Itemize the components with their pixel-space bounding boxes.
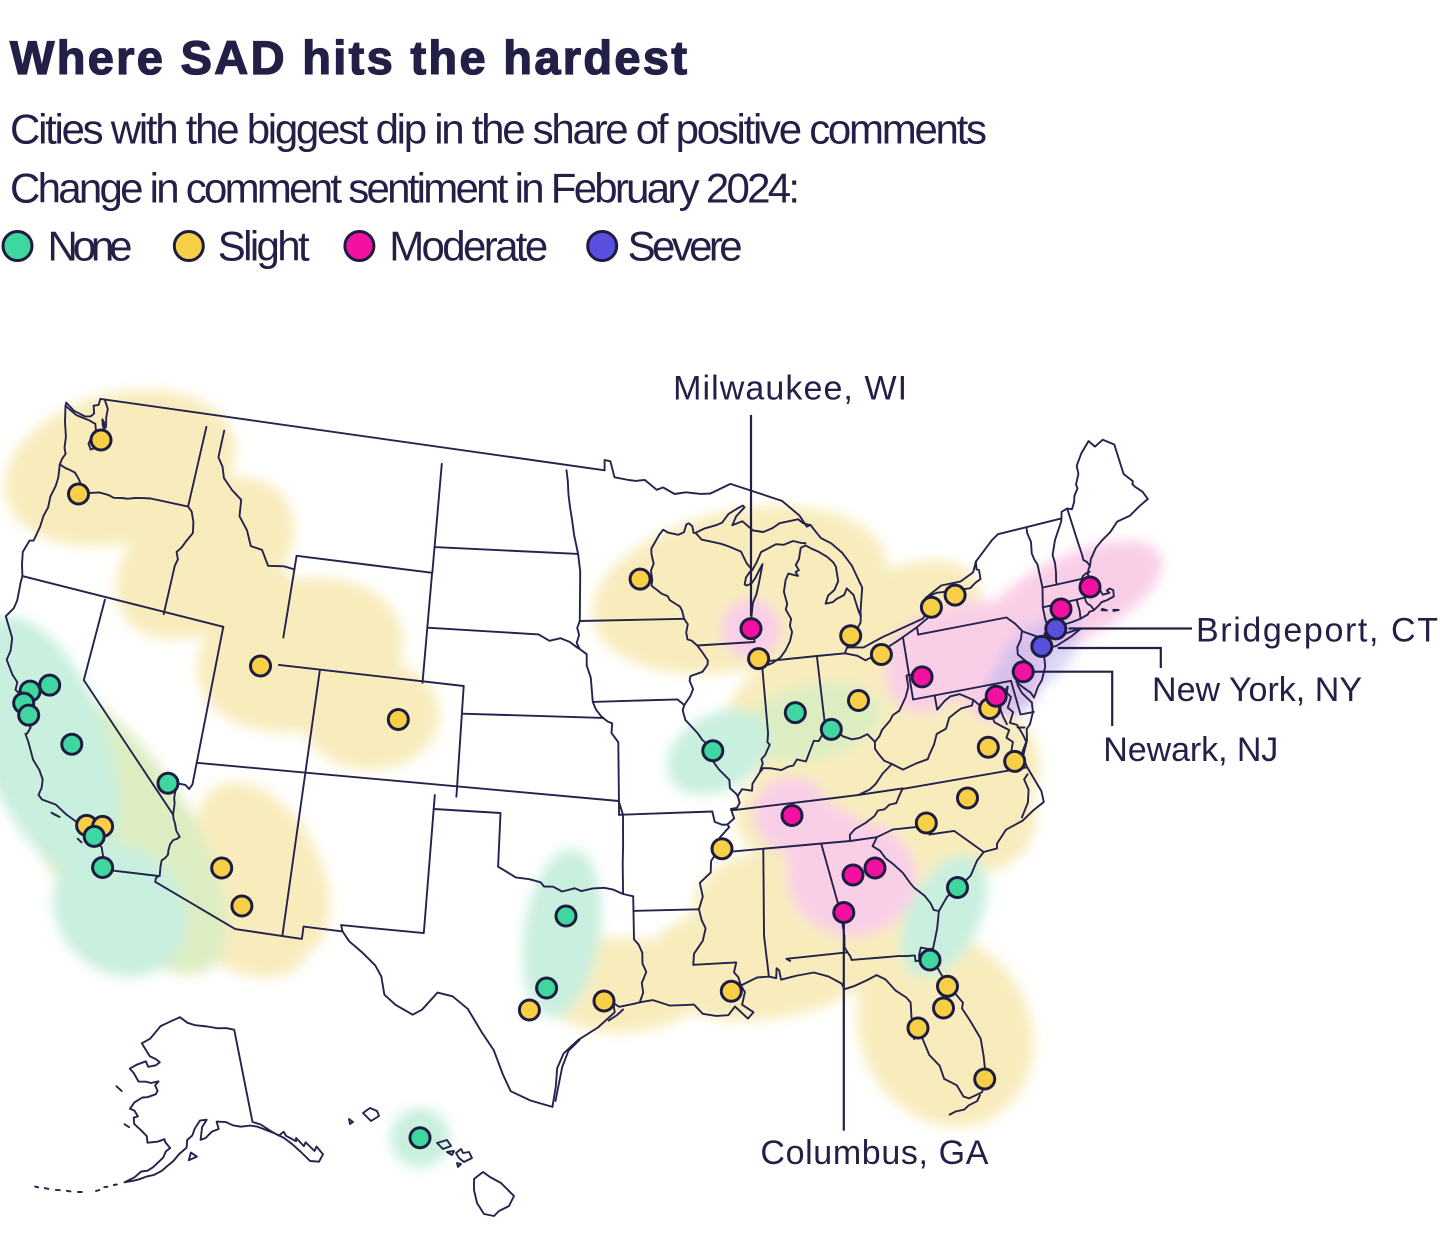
svg-text:Columbus, GA: Columbus, GA: [760, 1134, 988, 1172]
svg-text:Milwaukee, WI: Milwaukee, WI: [673, 370, 907, 408]
svg-text:Change in comment sentiment in: Change in comment sentiment in February …: [10, 165, 800, 212]
svg-text:Moderate: Moderate: [389, 223, 548, 270]
svg-text:Bridgeport, CT: Bridgeport, CT: [1196, 612, 1438, 650]
svg-text:New York, NY: New York, NY: [1152, 671, 1362, 709]
svg-text:Where SAD hits the hardest: Where SAD hits the hardest: [10, 31, 687, 84]
svg-text:None: None: [48, 223, 133, 270]
svg-text:Severe: Severe: [628, 223, 743, 270]
svg-text:Slight: Slight: [218, 223, 310, 270]
svg-text:Newark, NJ: Newark, NJ: [1103, 731, 1278, 769]
svg-text:Cities with the biggest dip in: Cities with the biggest dip in the share…: [10, 106, 987, 153]
